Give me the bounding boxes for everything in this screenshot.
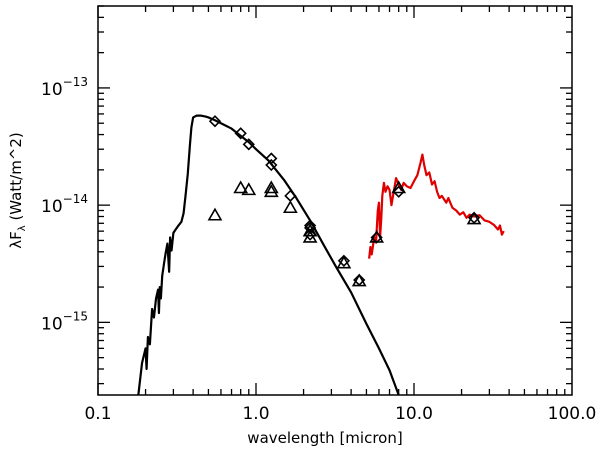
diamond-point xyxy=(303,228,317,241)
diamond-point xyxy=(234,127,247,140)
triangle-point xyxy=(391,180,407,194)
triangle-point xyxy=(336,255,352,269)
x-tick-label: 0.1 xyxy=(84,404,111,424)
diamond-point xyxy=(467,211,481,224)
triangle-point xyxy=(302,223,318,237)
triangle-point xyxy=(207,207,223,221)
axis-labels: 0.1 1.0 10.0 100.0 10−15 10−14 10−13 wavelength… xyxy=(7,75,596,447)
x-tick-label: 1.0 xyxy=(242,404,269,424)
triangle-point xyxy=(233,180,249,194)
triangle-point xyxy=(369,229,385,243)
y-tick-label: 10−15 xyxy=(41,309,88,334)
triangle-point xyxy=(282,200,298,214)
diamond-point xyxy=(392,185,405,198)
x-axis-title: wavelength [micron] xyxy=(247,429,402,447)
y-tick-label: 10−14 xyxy=(41,192,88,217)
plot-area xyxy=(137,114,505,395)
x-tick-label: 100.0 xyxy=(548,404,597,424)
axes xyxy=(97,5,573,396)
diamond-point xyxy=(265,152,278,165)
y-axis-title: λFλ (Watt/m^2) xyxy=(7,132,28,249)
diamond-point xyxy=(265,158,278,172)
x-tick-label: 10.0 xyxy=(395,404,433,424)
diamond-point xyxy=(337,254,351,267)
diamond-point xyxy=(242,138,255,151)
triangle-point xyxy=(466,211,482,225)
diamond-point xyxy=(208,115,222,128)
y-tick-label: 10−13 xyxy=(41,75,88,100)
triangle-point xyxy=(263,184,279,198)
triangle-point xyxy=(241,182,257,196)
triangle-point xyxy=(263,180,279,194)
triangle-point xyxy=(302,229,318,243)
plot-frame xyxy=(97,5,573,396)
triangle-point xyxy=(351,273,367,287)
